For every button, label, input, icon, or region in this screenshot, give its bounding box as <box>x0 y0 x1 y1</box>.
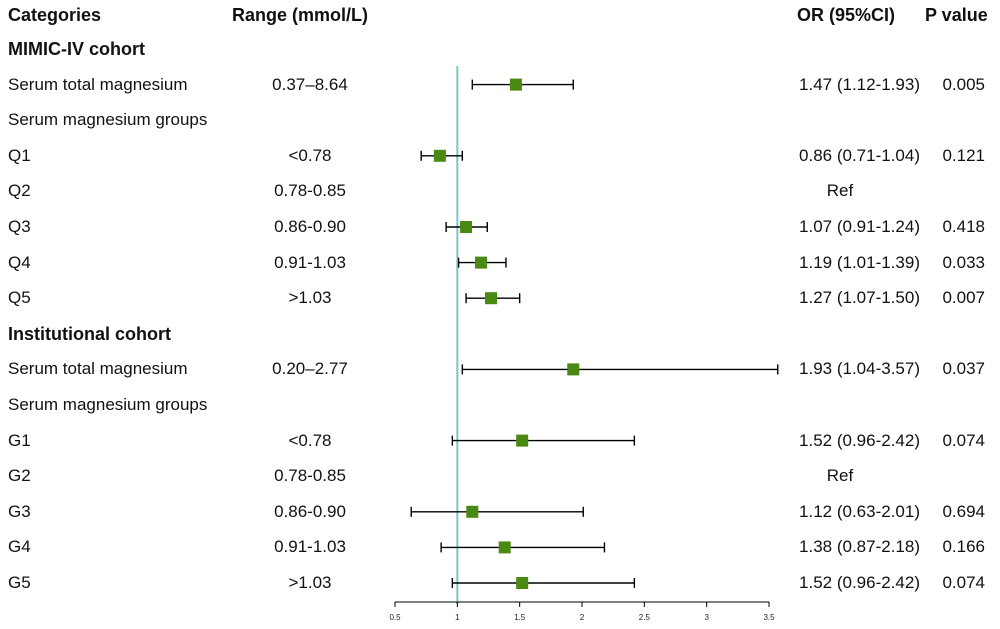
row-or-ci: 1.19 (1.01-1.39) <box>799 252 920 272</box>
or-point <box>567 363 580 376</box>
row-range: <0.78 <box>288 145 332 165</box>
table-row: G2 0.78-0.85 Ref <box>0 461 1000 491</box>
table-row: Institutional cohort <box>0 319 1000 349</box>
or-point <box>516 434 529 447</box>
x-axis-tick-label: 0.5 <box>389 613 401 622</box>
table-row: Q1 <0.78 0.86 (0.71-1.04) 0.121 <box>0 141 1000 171</box>
row-or-ci: 1.38 (0.87-2.18) <box>799 537 920 557</box>
x-axis-tick-label: 2 <box>580 613 585 622</box>
row-label: G2 <box>8 466 31 486</box>
row-p-value: 0.037 <box>942 359 985 379</box>
row-label: Q1 <box>8 145 31 165</box>
row-p-value: 0.074 <box>942 430 985 450</box>
table-row: G1 <0.78 1.52 (0.96-2.42) 0.074 <box>0 426 1000 456</box>
row-label: Q4 <box>8 252 31 272</box>
table-row: G5 >1.03 1.52 (0.96-2.42) 0.074 <box>0 568 1000 598</box>
row-label: G4 <box>8 537 31 557</box>
table-row: Serum magnesium groups <box>0 105 1000 135</box>
table-row: Serum total magnesium 0.37–8.64 1.47 (1.12… <box>0 70 1000 100</box>
or-point <box>516 577 529 589</box>
row-range: 0.86-0.90 <box>274 217 346 236</box>
row-range: 0.37–8.64 <box>272 74 348 94</box>
row-or-ci: 1.47 (1.12-1.93) <box>799 74 920 94</box>
row-or-ci: 1.07 (0.91-1.24) <box>799 217 920 236</box>
table-row: G3 0.86-0.90 1.12 (0.63-2.01) 0.694 <box>0 497 1000 527</box>
row-label: Serum magnesium groups <box>8 395 208 414</box>
or-point <box>466 505 479 518</box>
row-range: 0.20–2.77 <box>272 359 348 379</box>
row-reference-label: Ref <box>826 466 854 486</box>
row-label: Serum total magnesium <box>8 74 188 94</box>
row-or-ci: 1.52 (0.96-2.42) <box>799 573 920 592</box>
row-range: 0.91-1.03 <box>274 252 346 272</box>
table-row: Q4 0.91-1.03 1.19 (1.01-1.39) 0.033 <box>0 248 1000 278</box>
or-point <box>433 149 446 162</box>
row-p-value: 0.166 <box>942 537 985 557</box>
table-row: G4 0.91-1.03 1.38 (0.87-2.18) 0.166 <box>0 532 1000 562</box>
row-label: Serum magnesium groups <box>8 110 208 130</box>
row-reference-label: Ref <box>826 181 854 201</box>
x-axis-tick-label: 2.5 <box>639 613 651 622</box>
row-range: <0.78 <box>288 430 332 450</box>
table-row: MIMIC-IV cohort <box>0 34 1000 64</box>
table-row: Q5 >1.03 1.27 (1.07-1.50) 0.007 <box>0 283 1000 313</box>
header-or: OR (95%CI) <box>797 5 896 25</box>
row-range: 0.78-0.85 <box>274 181 346 201</box>
or-point <box>509 78 522 91</box>
row-p-value: 0.694 <box>942 501 985 521</box>
x-axis-tick-label: 3.5 <box>763 613 775 622</box>
x-axis-tick-label: 3 <box>704 613 709 622</box>
row-label: G5 <box>8 573 31 592</box>
header-range: Range (mmol/L) <box>232 5 369 25</box>
row-label: Q5 <box>8 288 31 308</box>
row-label: Serum total magnesium <box>8 359 188 379</box>
row-label: Q3 <box>8 217 31 236</box>
or-point <box>498 541 511 554</box>
cohort-heading: Institutional cohort <box>8 323 171 344</box>
or-point <box>460 221 473 233</box>
or-point <box>484 292 497 305</box>
row-range: >1.03 <box>288 288 332 308</box>
table-row: Serum total magnesium 0.20–2.77 1.93 (1.04… <box>0 354 1000 384</box>
row-range: 0.78-0.85 <box>274 466 346 486</box>
row-label: Q2 <box>8 181 31 201</box>
row-or-ci: 1.93 (1.04-3.57) <box>799 359 920 379</box>
row-range: 0.91-1.03 <box>274 537 346 557</box>
header-categories: Categories <box>8 5 102 25</box>
row-p-value: 0.121 <box>942 145 985 165</box>
row-or-ci: 1.12 (0.63-2.01) <box>799 501 920 521</box>
x-axis-tick-label: 1 <box>455 613 460 622</box>
row-or-ci: 1.52 (0.96-2.42) <box>799 430 920 450</box>
row-p-value: 0.005 <box>942 74 985 94</box>
header-p-value: P value <box>925 5 988 25</box>
row-p-value: 0.007 <box>942 288 985 308</box>
row-p-value: 0.074 <box>942 573 985 592</box>
x-axis-tick-label: 1.5 <box>514 613 526 622</box>
row-p-value: 0.033 <box>942 252 985 272</box>
row-or-ci: 1.27 (1.07-1.50) <box>799 288 920 308</box>
cohort-heading: MIMIC-IV cohort <box>8 39 145 59</box>
row-range: 0.86-0.90 <box>274 501 346 521</box>
row-or-ci: 0.86 (0.71-1.04) <box>799 145 920 165</box>
table-row: Serum magnesium groups <box>0 390 1000 420</box>
row-label: G3 <box>8 501 31 521</box>
table-row: Q3 0.86-0.90 1.07 (0.91-1.24) 0.418 <box>0 212 1000 242</box>
table-row: Q2 0.78-0.85 Ref <box>0 176 1000 206</box>
row-p-value: 0.418 <box>942 217 985 236</box>
or-point <box>475 256 488 269</box>
row-range: >1.03 <box>288 573 332 592</box>
row-label: G1 <box>8 430 31 450</box>
